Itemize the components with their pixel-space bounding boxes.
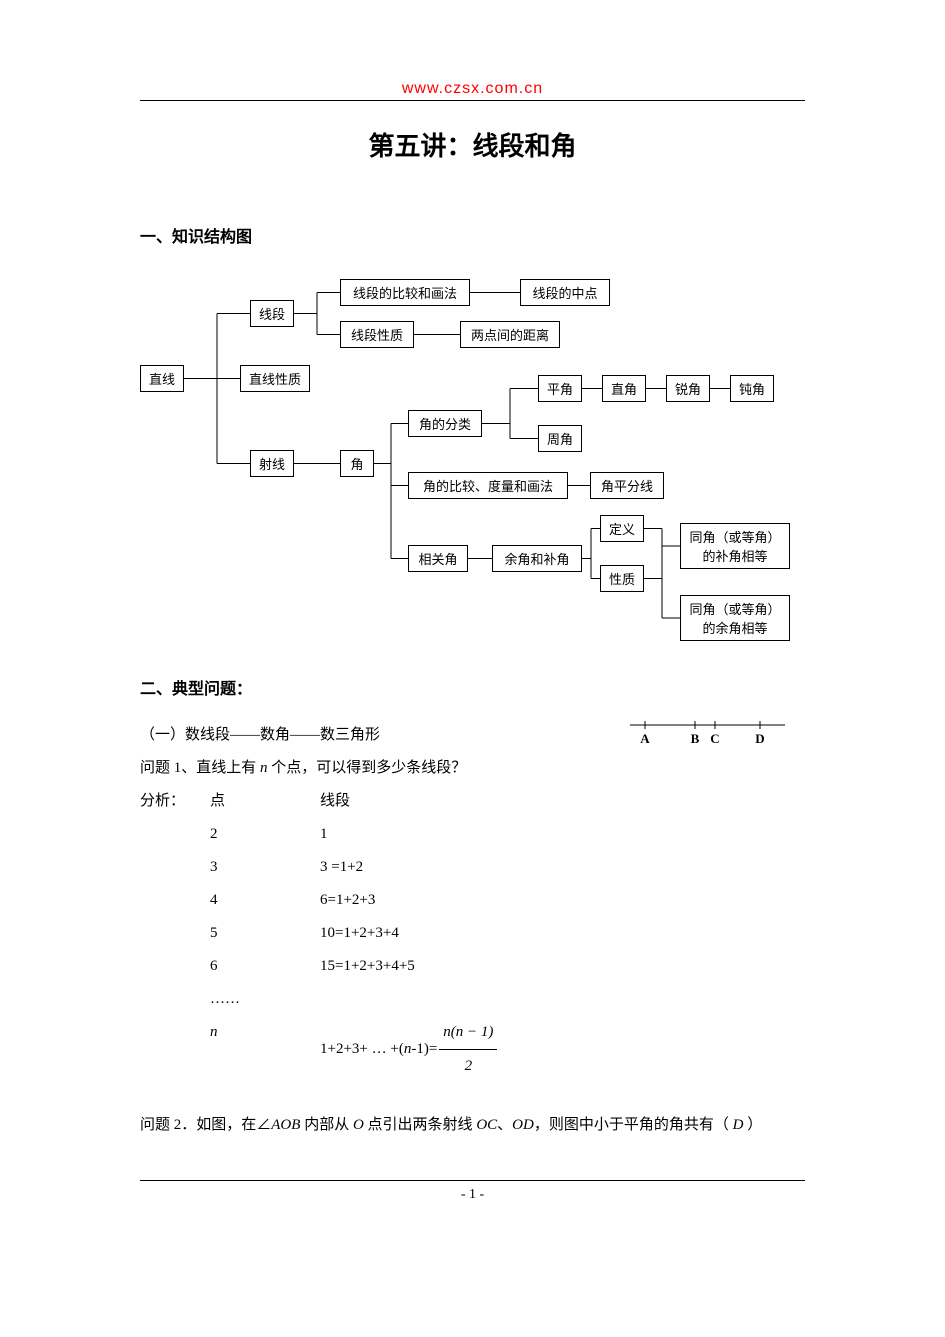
line-points-figure: A BC D — [625, 715, 805, 762]
svg-text:D: D — [755, 731, 764, 746]
knowledge-structure-diagram: 直线 线段直线性质射线 线段的比较和画法线段性质 线段的中点两点间的距离角 角的分类 平角… — [140, 265, 820, 645]
diagram-node-jbj: 角的比较、度量和画法 — [408, 472, 568, 499]
analysis-segments: 10=1+2+3+4 — [320, 917, 805, 950]
q2-oc: OC — [476, 1117, 497, 1133]
analysis-segments: 3 =1+2 — [320, 851, 805, 884]
analysis-points: …… — [210, 983, 320, 1016]
formula-n: n — [210, 1024, 218, 1040]
formula-lhs: 1+2+3+ … +(n-1)= — [320, 1033, 437, 1066]
page-title: 第五讲：线段和角 — [140, 126, 805, 163]
diagram-node-jfl: 角的分类 — [408, 410, 482, 437]
analysis-formula-row: n 1+2+3+ … +(n-1)= n(n − 1) 2 — [140, 1016, 805, 1083]
analysis-points: 3 — [210, 851, 320, 884]
diagram-node-dingyi: 定义 — [600, 515, 644, 542]
svg-text:C: C — [710, 731, 719, 746]
analysis-row: …… — [140, 983, 805, 1016]
diagram-node-ldjl: 两点间的距离 — [460, 321, 560, 348]
analysis-segments: 15=1+2+3+4+5 — [320, 950, 805, 983]
diagram-node-xdxz: 线段性质 — [340, 321, 414, 348]
line-figure-svg: A BC D — [625, 715, 805, 749]
diagram-node-tjbj: 同角（或等角）的补角相等 — [680, 523, 790, 569]
header-url: www.czsx.com.cn — [140, 80, 805, 101]
analysis-points: 6 — [210, 950, 320, 983]
diagram-node-zhijiao: 直角 — [602, 375, 646, 402]
page: www.czsx.com.cn 第五讲：线段和角 一、知识结构图 直线线段直线性… — [0, 0, 945, 1243]
diagram-node-shexian: 射线 — [250, 450, 294, 477]
body-text: ABCD （一）数线段——数角——数三角形 问题 1、直线上有 n 个点，可以得… — [140, 719, 805, 1140]
analysis-block: 分析： 点 线段 2133 =1+246=1+2+3510=1+2+3+4615… — [140, 785, 805, 1083]
q2-text-5: ） — [743, 1117, 762, 1133]
diagram-node-jiao: 角 — [340, 450, 374, 477]
q2-text-4: ，则图中小于平角的角共有（ — [534, 1117, 733, 1133]
question-2: 问题 2．如图，在∠AOB 内部从 O 点引出两条射线 OC、OD，则图中小于平… — [140, 1111, 805, 1140]
col-segments-header: 线段 — [320, 785, 805, 818]
diagram-node-xingzhi: 性质 — [600, 565, 644, 592]
analysis-points: 4 — [210, 884, 320, 917]
q2-sep: 、 — [497, 1117, 512, 1133]
q2-answer: D — [733, 1117, 744, 1133]
diagram-node-zhixian: 直线 — [140, 365, 184, 392]
diagram-node-xianduan: 线段 — [250, 300, 294, 327]
analysis-row: 33 =1+2 — [140, 851, 805, 884]
diagram-node-xdzhd: 线段的中点 — [520, 279, 610, 306]
q2-text-3: 点引出两条射线 — [364, 1117, 477, 1133]
analysis-row: 46=1+2+3 — [140, 884, 805, 917]
col-points-header: 点 — [210, 785, 320, 818]
q2-o: O — [353, 1117, 364, 1133]
analysis-label: 分析： — [140, 785, 210, 818]
analysis-points: 2 — [210, 818, 320, 851]
diagram-node-jpfx: 角平分线 — [590, 472, 664, 499]
analysis-segments: 6=1+2+3 — [320, 884, 805, 917]
analysis-row: 615=1+2+3+4+5 — [140, 950, 805, 983]
analysis-row: 510=1+2+3+4 — [140, 917, 805, 950]
diagram-node-xgj: 相关角 — [408, 545, 468, 572]
analysis-segments — [320, 983, 805, 1016]
diagram-node-zxxz: 直线性质 — [240, 365, 310, 392]
question-1-text: 问题 1、直线上有 n 个点，可以得到多少条线段？ — [140, 760, 466, 776]
q2-aob: AOB — [271, 1117, 300, 1133]
q2-od: OD — [512, 1117, 534, 1133]
diagram-node-tjyj: 同角（或等角）的余角相等 — [680, 595, 790, 641]
formula-numerator: n(n − 1) — [439, 1016, 497, 1050]
page-number: - 1 - — [140, 1180, 805, 1203]
diagram-node-xdbj: 线段的比较和画法 — [340, 279, 470, 306]
q2-text-2: 内部从 — [300, 1117, 353, 1133]
analysis-points: 5 — [210, 917, 320, 950]
diagram-node-yjbj: 余角和补角 — [492, 545, 582, 572]
analysis-header-row: 分析： 点 线段 — [140, 785, 805, 818]
diagram-node-dunjiao: 钝角 — [730, 375, 774, 402]
diagram-node-pingjiao: 平角 — [538, 375, 582, 402]
svg-text:A: A — [640, 731, 650, 746]
analysis-segments: 1 — [320, 818, 805, 851]
formula-denominator: 2 — [439, 1050, 497, 1083]
formula-expression: 1+2+3+ … +(n-1)= n(n − 1) 2 — [320, 1016, 805, 1083]
diagram-node-ruijiao: 锐角 — [666, 375, 710, 402]
svg-text:B: B — [691, 731, 700, 746]
diagram-node-zhoujiao: 周角 — [538, 425, 582, 452]
formula-fraction: n(n − 1) 2 — [439, 1016, 497, 1083]
section-1-heading: 一、知识结构图 — [140, 223, 805, 247]
analysis-row: 21 — [140, 818, 805, 851]
q2-text-1: 问题 2．如图，在∠ — [140, 1117, 271, 1133]
section-2-heading: 二、典型问题： — [140, 675, 805, 699]
